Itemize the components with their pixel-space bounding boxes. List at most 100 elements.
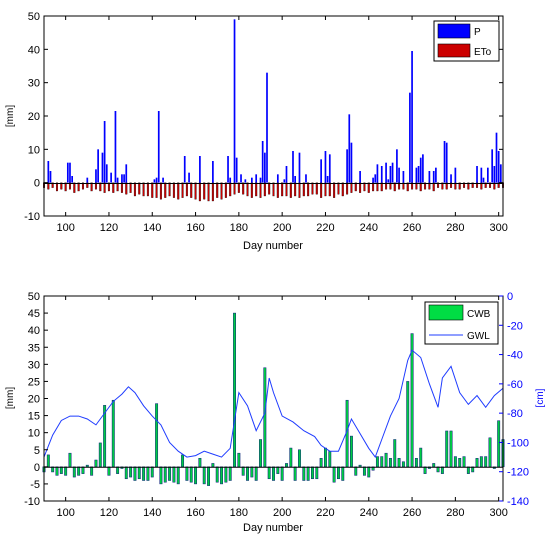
- cwb-bar: [202, 466, 206, 485]
- top-xtick-label: 100: [56, 222, 74, 234]
- p-bar: [47, 161, 50, 183]
- top-xtick-label: 300: [489, 222, 507, 234]
- top-bars: [43, 19, 504, 202]
- cwb-bar: [289, 447, 293, 468]
- top-ytick-label: 20: [28, 111, 40, 123]
- cwb-bar: [410, 333, 414, 468]
- gwl-line: [43, 349, 504, 459]
- eto-bar: [463, 182, 466, 188]
- cwb-bar: [311, 466, 314, 480]
- eto-bar: [203, 182, 206, 200]
- p-bar: [123, 174, 125, 183]
- legend-swatch-cwb: [428, 304, 464, 321]
- p-bar: [276, 174, 279, 183]
- legend-label-gwl: GWL: [467, 331, 490, 342]
- cwb-bar: [211, 463, 215, 468]
- eto-bar: [64, 182, 67, 192]
- eto-bar: [159, 182, 162, 200]
- cwb-bar: [319, 458, 323, 468]
- bottom-ytick-right-label: -140: [507, 496, 529, 508]
- p-bar: [101, 152, 104, 183]
- eto-bar: [450, 182, 453, 188]
- top-xtick-label: 180: [230, 222, 248, 234]
- eto-bar: [146, 182, 149, 197]
- p-bar: [121, 174, 123, 183]
- p-bar: [188, 172, 190, 183]
- p-bar: [402, 171, 405, 183]
- p-bar: [391, 162, 394, 183]
- eto-bar: [441, 182, 444, 190]
- p-bar: [110, 172, 112, 183]
- eto-bar: [155, 182, 158, 198]
- cwb-bar: [358, 464, 362, 468]
- eto-bar: [294, 182, 297, 197]
- p-bar: [350, 142, 353, 183]
- p-bar: [415, 167, 418, 183]
- eto-bar: [346, 182, 349, 195]
- eto-bar: [333, 182, 336, 198]
- cwb-bar: [107, 466, 111, 476]
- cwb-bar: [194, 466, 198, 485]
- eto-bar: [272, 182, 275, 197]
- cwb-bar: [124, 466, 128, 480]
- cwb-bar: [453, 456, 457, 468]
- eto-bar: [198, 182, 201, 202]
- bottom-xtick-label: 160: [186, 507, 204, 519]
- p-bar: [298, 152, 301, 183]
- bottom-xtick-label: 260: [403, 507, 421, 519]
- cwb-bar: [46, 454, 50, 468]
- cwb-bar: [306, 466, 310, 481]
- legend-swatch-eto: [437, 43, 471, 58]
- bottom-ytick-label: -10: [24, 496, 40, 508]
- p-bar: [443, 141, 446, 183]
- p-bar: [454, 167, 457, 183]
- cwb-bar: [397, 458, 401, 468]
- cwb-bar: [401, 461, 405, 468]
- p-bar: [491, 149, 494, 183]
- eto-bar: [341, 182, 344, 197]
- eto-bar: [99, 182, 102, 192]
- top-ytick-label: 0: [34, 178, 40, 190]
- eto-bar: [112, 182, 115, 193]
- cwb-bar: [462, 456, 466, 468]
- eto-bar: [359, 182, 362, 193]
- top-xlabel: Day number: [243, 240, 303, 252]
- cwb-bar: [90, 466, 94, 476]
- cwb-bar: [384, 452, 388, 468]
- cwb-bar: [419, 447, 423, 468]
- cwb-bar: [484, 456, 488, 468]
- p-bar: [263, 152, 266, 183]
- eto-bar: [185, 182, 188, 197]
- bottom-ytick-right-label: -40: [507, 350, 523, 362]
- eto-bar: [458, 182, 461, 190]
- cwb-bar: [449, 430, 453, 468]
- cwb-bar: [479, 456, 483, 468]
- eto-bar: [73, 182, 76, 193]
- eto-bar: [120, 182, 123, 193]
- p-bar: [266, 72, 268, 183]
- eto-bar: [138, 182, 141, 195]
- eto-bar: [255, 182, 258, 197]
- eto-bar: [194, 182, 197, 200]
- top-ytick-label: 50: [28, 11, 40, 23]
- p-bar: [376, 164, 379, 183]
- cwb-bar: [146, 466, 150, 481]
- bottom-ytick-right-label: -80: [507, 408, 523, 420]
- cwb-bar: [341, 466, 345, 481]
- cwb-bar: [362, 466, 366, 476]
- cwb-bar: [332, 466, 336, 483]
- eto-bar: [81, 182, 84, 190]
- p-bar: [480, 167, 483, 183]
- cwb-bar: [59, 466, 63, 474]
- cwb-bar: [324, 447, 327, 468]
- top-axes: -10 0 10 20 30 40 50 100 120 140 160 180 200 220 240 26…: [24, 11, 508, 234]
- cwb-bar: [228, 466, 232, 481]
- bottom-xtick-label: 280: [446, 507, 464, 519]
- top-ylabel: [mm]: [5, 105, 16, 127]
- eto-bar: [289, 182, 292, 198]
- cwb-bar: [367, 466, 371, 478]
- cwb-bar: [176, 466, 180, 485]
- p-bar: [359, 171, 361, 183]
- p-bar: [419, 157, 422, 183]
- cwb-bar: [111, 399, 115, 468]
